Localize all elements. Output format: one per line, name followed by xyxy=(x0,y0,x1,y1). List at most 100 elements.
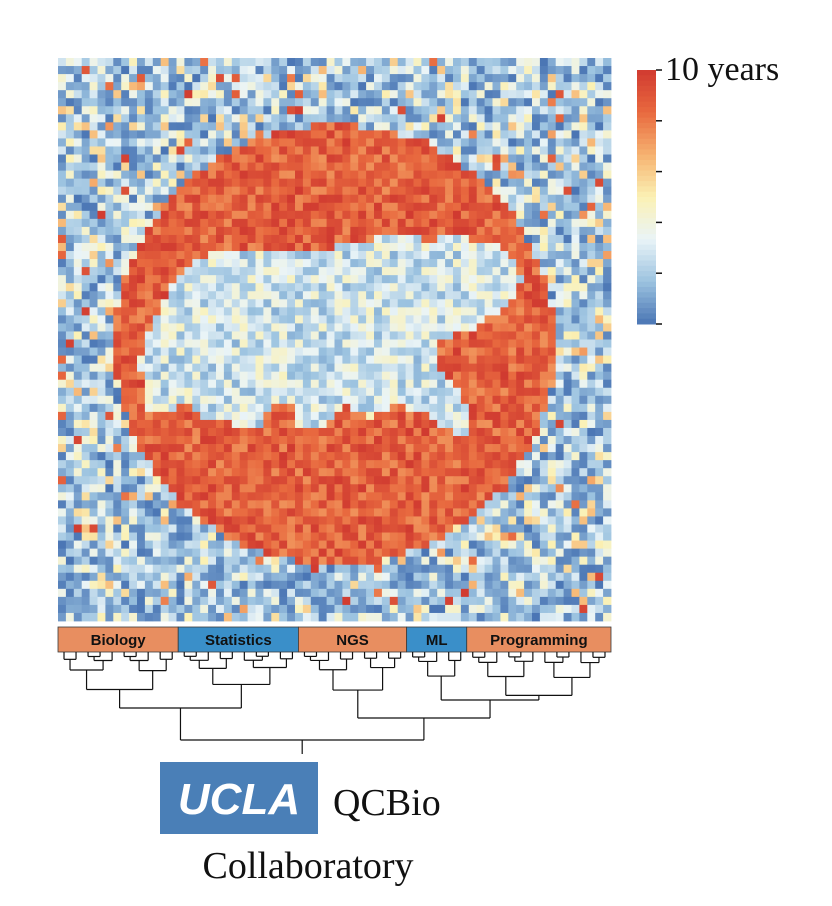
heatmap-cell xyxy=(271,210,280,220)
heatmap-cell xyxy=(437,548,446,558)
heatmap-cell xyxy=(168,492,177,501)
heatmap-cell xyxy=(295,194,304,204)
heatmap-cell xyxy=(97,251,106,260)
heatmap-cell xyxy=(184,98,193,107)
heatmap-cell xyxy=(358,106,367,115)
heatmap-cell xyxy=(247,186,256,196)
heatmap-cell xyxy=(460,596,470,606)
heatmap-cell xyxy=(65,74,75,83)
heatmap-cell xyxy=(144,347,154,356)
heatmap-cell xyxy=(484,371,493,381)
heatmap-cell xyxy=(263,500,272,509)
heatmap-cell xyxy=(555,436,564,445)
heatmap-cell xyxy=(555,226,564,236)
heatmap-cell xyxy=(271,178,280,188)
heatmap-cell xyxy=(152,572,162,582)
heatmap-cell xyxy=(595,226,604,236)
heatmap-cell xyxy=(413,234,422,244)
heatmap-cell xyxy=(484,74,493,83)
heatmap-cell xyxy=(137,106,146,115)
heatmap-cell xyxy=(389,436,399,445)
column-group-label: NGS xyxy=(336,632,369,649)
heatmap-cell xyxy=(121,138,130,147)
heatmap-cell xyxy=(437,532,446,541)
heatmap-cell xyxy=(231,74,241,83)
heatmap-cell xyxy=(374,283,383,292)
heatmap-cell xyxy=(579,114,588,123)
heatmap-cell xyxy=(129,90,138,99)
heatmap-cell xyxy=(65,524,75,533)
heatmap-cell xyxy=(81,259,90,268)
heatmap-cell xyxy=(492,596,501,606)
heatmap-cell xyxy=(81,452,90,461)
heatmap-cell xyxy=(310,259,320,268)
heatmap-cell xyxy=(302,371,312,381)
heatmap-cell xyxy=(405,138,414,147)
heatmap-cell xyxy=(279,492,288,501)
heatmap-cell xyxy=(168,234,177,244)
heatmap-cell xyxy=(468,411,478,421)
heatmap-cell xyxy=(231,371,241,381)
heatmap-cell xyxy=(326,419,335,429)
heatmap-cell xyxy=(389,419,399,429)
heatmap-cell xyxy=(453,162,462,171)
heatmap-cell xyxy=(342,339,351,348)
heatmap-cell xyxy=(397,588,406,598)
heatmap-cell xyxy=(532,339,541,348)
heatmap-cell xyxy=(326,596,335,606)
heatmap-cell xyxy=(208,283,217,292)
heatmap-cell xyxy=(200,194,209,204)
heatmap-cell xyxy=(358,146,367,155)
heatmap-cell xyxy=(358,259,367,268)
heatmap-cell xyxy=(603,403,612,413)
heatmap-cell xyxy=(65,162,75,171)
heatmap-cell xyxy=(176,556,185,566)
heatmap-cell xyxy=(176,612,185,622)
heatmap-cell xyxy=(160,436,169,445)
heatmap-cell xyxy=(579,283,588,292)
heatmap-cell xyxy=(445,259,454,268)
heatmap-cell xyxy=(453,516,462,525)
heatmap-cell xyxy=(603,130,612,139)
heatmap-cell xyxy=(413,363,422,373)
heatmap-cell xyxy=(105,186,114,196)
heatmap-cell xyxy=(555,508,564,517)
heatmap-cell xyxy=(453,564,462,574)
heatmap-cell xyxy=(579,170,588,180)
heatmap-cell xyxy=(397,291,406,300)
heatmap-cell xyxy=(516,122,525,131)
heatmap-cell xyxy=(468,387,478,397)
heatmap-cell xyxy=(571,178,580,188)
heatmap-cell xyxy=(453,275,462,284)
heatmap-cell xyxy=(397,106,406,115)
heatmap-cell xyxy=(437,291,446,300)
heatmap-cell xyxy=(342,580,351,590)
heatmap-cell xyxy=(271,347,280,356)
heatmap-cell xyxy=(508,363,517,373)
heatmap-cell xyxy=(168,419,177,429)
heatmap-cell xyxy=(500,138,509,147)
heatmap-cell xyxy=(516,234,525,244)
heatmap-cell xyxy=(58,82,67,91)
heatmap-cell xyxy=(184,74,193,83)
heatmap-cell xyxy=(137,186,146,196)
heatmap-cell xyxy=(421,194,430,204)
heatmap-cell xyxy=(58,419,67,429)
heatmap-cell xyxy=(310,580,320,590)
heatmap-cell xyxy=(310,331,320,340)
heatmap-cell xyxy=(318,411,327,421)
heatmap-cell xyxy=(247,452,256,461)
heatmap-cell xyxy=(113,548,122,558)
heatmap-cell xyxy=(326,580,335,590)
heatmap-cell xyxy=(144,371,154,381)
heatmap-cell xyxy=(295,516,304,525)
heatmap-cell xyxy=(81,98,90,107)
heatmap-cell xyxy=(374,444,383,453)
heatmap-cell xyxy=(587,170,596,180)
heatmap-cell xyxy=(318,218,327,228)
heatmap-cell xyxy=(105,612,114,622)
heatmap-cell xyxy=(358,138,367,147)
heatmap-cell xyxy=(571,452,580,461)
heatmap-cell xyxy=(539,427,549,437)
heatmap-cell xyxy=(263,114,272,123)
